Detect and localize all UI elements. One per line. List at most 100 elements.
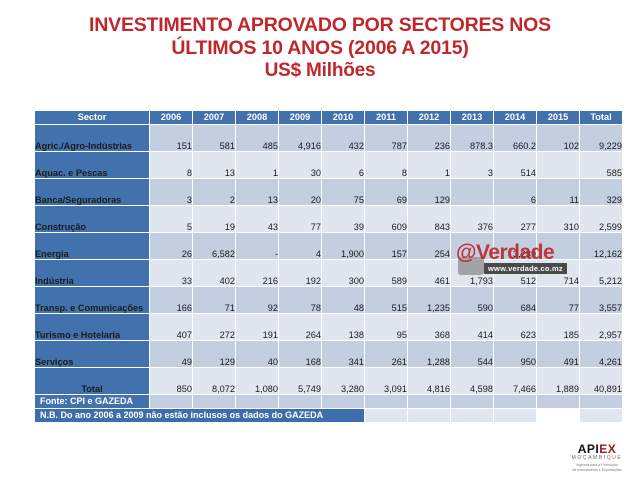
title-line-3: US$ Milhões (264, 60, 376, 81)
cell-industria-2009: 192 (278, 259, 322, 287)
cell-total-2011: 3,091 (364, 367, 408, 395)
cell-total-2010: 3,280 (321, 367, 365, 395)
cell-total-2013: 4,598 (450, 367, 494, 395)
cell-construcao-2006: 5 (149, 205, 193, 233)
cell-total-2014: 7,466 (493, 367, 537, 395)
cell-servicos-2012: 1,288 (407, 340, 451, 368)
apiex-logo-tagline-1: Agência para a Promoção (576, 463, 618, 467)
page-title: INVESTIMENTO APROVADO POR SECTORES NOS Ú… (0, 14, 640, 82)
row-label-construcao: Construção (34, 205, 150, 233)
cell-aquac-2008: 1 (235, 151, 279, 179)
cell-aquac-2011: 8 (364, 151, 408, 179)
nb-note-row: N.B. Do ano 2006 a 2009 não estão inclus… (34, 408, 623, 423)
row-label-turismo: Turismo e Hotelaria (34, 313, 150, 341)
source-note-fill (278, 394, 322, 409)
row-label-total: Total (34, 367, 150, 395)
cell-agric-2015: 102 (536, 124, 580, 152)
cell-total-2007: 8,072 (192, 367, 236, 395)
title-line-1: INVESTIMENTO APROVADO POR SECTORES NOS (89, 14, 551, 36)
cell-banca-2012: 129 (407, 178, 451, 206)
source-note: Fonte: CPI e GAZEDA (34, 394, 150, 409)
cell-agric-total: 9,229 (579, 124, 623, 152)
cell-transp-2010: 48 (321, 286, 365, 314)
cell-banca-2014: 6 (493, 178, 537, 206)
column-header-2009: 2009 (278, 110, 322, 125)
cell-servicos-2010: 341 (321, 340, 365, 368)
cell-construcao-2015: 310 (536, 205, 580, 233)
cell-agric-2006: 151 (149, 124, 193, 152)
cell-servicos-2007: 129 (192, 340, 236, 368)
cell-turismo-2011: 95 (364, 313, 408, 341)
cell-industria-2011: 589 (364, 259, 408, 287)
cell-servicos-2014: 950 (493, 340, 537, 368)
table-row: Aquac. e Pescas 8 13 1 30 6 8 1 3 514 58… (34, 151, 623, 179)
cell-energia-2006: 26 (149, 232, 193, 260)
cell-industria-2007: 402 (192, 259, 236, 287)
source-note-fill (407, 394, 451, 409)
cell-industria-2008: 216 (235, 259, 279, 287)
cell-total-grand: 40,891 (579, 367, 623, 395)
row-label-transp: Transp. e Comunicações (34, 286, 150, 314)
table-row: Energia 26 6,582 - 4 1,900 157 254 3,239… (34, 232, 623, 260)
column-header-2011: 2011 (364, 110, 408, 125)
nb-note-fill (407, 408, 451, 423)
cell-turismo-2010: 138 (321, 313, 365, 341)
table-body: Agric./Agro-Indústrias 151 581 485 4,916… (34, 124, 623, 423)
cell-banca-2008: 13 (235, 178, 279, 206)
cell-turismo-2013: 414 (450, 313, 494, 341)
source-note-fill (450, 394, 494, 409)
cell-industria-2006: 33 (149, 259, 193, 287)
cell-turismo-2014: 623 (493, 313, 537, 341)
column-header-2013: 2013 (450, 110, 494, 125)
investment-table: Sector 2006 2007 2008 2009 2010 2011 201… (34, 110, 623, 423)
nb-note-blank (536, 408, 580, 423)
cell-transp-2013: 590 (450, 286, 494, 314)
cell-agric-2014: 660.2 (493, 124, 537, 152)
cell-aquac-2014: 514 (493, 151, 537, 179)
source-note-fill (536, 394, 580, 409)
cell-energia-2014: 3,239 (493, 232, 537, 260)
cell-banca-2007: 2 (192, 178, 236, 206)
cell-energia-2013 (450, 232, 494, 260)
source-note-fill (321, 394, 365, 409)
cell-transp-2014: 684 (493, 286, 537, 314)
cell-servicos-2013: 544 (450, 340, 494, 368)
cell-servicos-2008: 40 (235, 340, 279, 368)
table-row: Transp. e Comunicações 166 71 92 78 48 5… (34, 286, 623, 314)
cell-energia-2011: 157 (364, 232, 408, 260)
cell-aquac-2013: 3 (450, 151, 494, 179)
cell-transp-total: 3,557 (579, 286, 623, 314)
nb-note-fill (493, 408, 537, 423)
table-row: Agric./Agro-Indústrias 151 581 485 4,916… (34, 124, 623, 152)
apiex-logo-ex: EX (599, 442, 617, 456)
cell-aquac-2015 (536, 151, 580, 179)
nb-note-fill (450, 408, 494, 423)
cell-energia-2008: - (235, 232, 279, 260)
source-note-row: Fonte: CPI e GAZEDA (34, 394, 623, 409)
column-header-2014: 2014 (493, 110, 537, 125)
cell-aquac-2006: 8 (149, 151, 193, 179)
cell-turismo-2015: 185 (536, 313, 580, 341)
cell-transp-2011: 515 (364, 286, 408, 314)
column-header-2010: 2010 (321, 110, 365, 125)
column-header-sector: Sector (34, 110, 150, 125)
row-label-agric: Agric./Agro-Indústrias (34, 124, 150, 152)
apiex-logo: APIEX MOÇAMBIQUE Agência para a Promoção… (566, 443, 628, 476)
table-header-row: Sector 2006 2007 2008 2009 2010 2011 201… (34, 110, 623, 125)
row-label-aquac: Aquac. e Pescas (34, 151, 150, 179)
cell-banca-total: 329 (579, 178, 623, 206)
cell-aquac-2010: 6 (321, 151, 365, 179)
cell-energia-2015 (536, 232, 580, 260)
table-row: Serviços 49 129 40 168 341 261 1,288 544… (34, 340, 623, 368)
table-row: Indústria 33 402 216 192 300 589 461 1,7… (34, 259, 623, 287)
nb-note-fill (579, 408, 623, 423)
table-row: Turismo e Hotelaria 407 272 191 264 138 … (34, 313, 623, 341)
cell-agric-2011: 787 (364, 124, 408, 152)
cell-energia-total: 12,162 (579, 232, 623, 260)
cell-agric-2012: 236 (407, 124, 451, 152)
nb-note: N.B. Do ano 2006 a 2009 não estão inclus… (34, 408, 365, 423)
row-label-banca: Banca/Seguradoras (34, 178, 150, 206)
cell-agric-2010: 432 (321, 124, 365, 152)
cell-servicos-total: 4,261 (579, 340, 623, 368)
